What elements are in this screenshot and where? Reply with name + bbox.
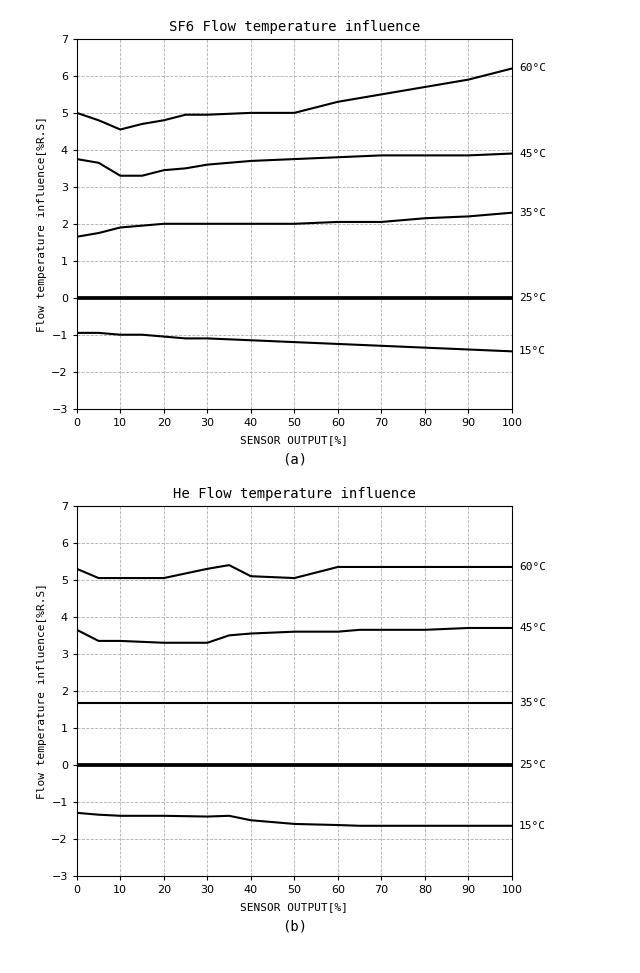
Title: He Flow temperature influence: He Flow temperature influence [173,486,416,501]
Text: 60°C: 60°C [519,562,546,572]
Text: (b): (b) [282,919,307,933]
Text: 25°C: 25°C [519,760,546,770]
Text: 45°C: 45°C [519,149,546,159]
Title: SF6 Flow temperature influence: SF6 Flow temperature influence [169,19,420,34]
Text: 45°C: 45°C [519,623,546,633]
Y-axis label: Flow temperature influence[%R.S]: Flow temperature influence[%R.S] [37,583,47,799]
Text: 60°C: 60°C [519,63,546,74]
Text: (a): (a) [282,452,307,466]
Text: 15°C: 15°C [519,821,546,831]
Text: 15°C: 15°C [519,346,546,356]
X-axis label: SENSOR OUTPUT[%]: SENSOR OUTPUT[%] [241,902,348,912]
X-axis label: SENSOR OUTPUT[%]: SENSOR OUTPUT[%] [241,435,348,445]
Text: 35°C: 35°C [519,698,546,707]
Text: 25°C: 25°C [519,293,546,303]
Text: 35°C: 35°C [519,207,546,218]
Y-axis label: Flow temperature influence[%R.S]: Flow temperature influence[%R.S] [37,116,47,332]
